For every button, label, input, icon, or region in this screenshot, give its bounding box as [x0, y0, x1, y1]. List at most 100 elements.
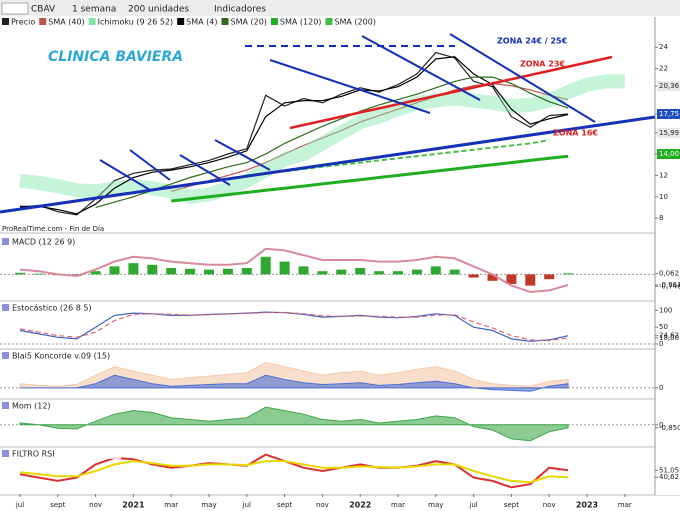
tick-box [657, 108, 680, 119]
line [19, 460, 569, 484]
line [19, 453, 569, 489]
indicators[interactable]: Indicadores [214, 5, 266, 15]
line [19, 311, 569, 342]
y-tick-label: 50 [659, 323, 668, 331]
panel: Blai5 Koncorde v.09 (15) [0, 351, 680, 400]
title-icon [2, 450, 9, 457]
panel-title: Estocástico (26 8 5) [12, 304, 92, 313]
line [20, 56, 569, 215]
units[interactable]: 200 unidades [128, 5, 189, 15]
x-tick-label: mar [391, 501, 405, 509]
y-tick-label: 0,062 [659, 269, 679, 277]
bar [185, 268, 196, 275]
y-tick-label: 15,99 [659, 129, 679, 137]
title-icon [2, 238, 9, 245]
y-tick-label: 8 [659, 214, 663, 222]
bar [411, 269, 422, 275]
legend-entry: SMA (4) [186, 18, 217, 27]
legend-swatch [88, 18, 96, 25]
legend-entry: Ichimoku (9 26 52) [98, 18, 174, 27]
x-tick-label: mar [618, 501, 632, 509]
x-tick-label: sept [50, 501, 65, 509]
toolbar [0, 0, 680, 16]
y-tick-label: 24 [659, 43, 668, 51]
legend-entry: SMA (200) [334, 18, 376, 27]
y-tick-label: 12 [659, 171, 668, 179]
annotation: ZONA 16€ [553, 129, 598, 138]
annotation: ZONA 23€ [520, 60, 565, 69]
area [19, 374, 569, 392]
line [95, 76, 569, 208]
y-tick-label: 18,00 [659, 334, 679, 342]
bar [487, 274, 498, 281]
x-tick-label: 2022 [349, 501, 371, 510]
period[interactable]: 1 semana [72, 5, 116, 15]
y-tick-label: 40,62 [659, 473, 679, 481]
bar [241, 268, 252, 275]
title-bg [1, 449, 121, 459]
line [171, 82, 569, 192]
y-tick-label: 0 [659, 384, 663, 392]
panel-title: FILTRO RSI [12, 450, 55, 459]
bar [355, 268, 366, 275]
panel: Estocástico (26 8 5) [0, 303, 680, 350]
price-axis [655, 17, 680, 495]
bar [430, 266, 441, 275]
y-tick-label: 51,05 [659, 466, 679, 474]
legend-entry: SMA (40) [48, 18, 84, 27]
line [19, 247, 569, 294]
panel: FILTRO RSI [0, 449, 680, 496]
bar [393, 271, 403, 275]
bar [506, 274, 517, 284]
bar [90, 271, 101, 275]
bar [15, 272, 25, 275]
y-tick-label: -0,746 [659, 282, 680, 290]
x-tick-label: may [428, 501, 443, 509]
x-tick-label: nov [316, 501, 329, 509]
tick-box [657, 81, 680, 92]
x-tick-label: sept [277, 501, 292, 509]
symbol[interactable]: CBAV [31, 5, 56, 15]
title-bg [1, 303, 121, 313]
legend-swatch [221, 18, 229, 25]
legend-swatch [2, 18, 9, 25]
x-tick-label: mar [164, 501, 178, 509]
legend-entry: SMA (20) [231, 18, 267, 27]
y-tick-label: -0,661 [659, 281, 680, 289]
bar [260, 256, 271, 275]
bar [449, 269, 460, 275]
bar [317, 271, 328, 275]
area [19, 406, 569, 442]
title-bg [1, 237, 121, 247]
y-tick-label: 14,00 [659, 150, 679, 158]
panel-title: MACD (12 26 9) [12, 238, 75, 247]
title-bg [1, 401, 121, 411]
y-tick-label: 24,62 [659, 332, 679, 340]
legend-entry: SMA (120) [280, 18, 322, 27]
legend-swatch [39, 18, 47, 25]
x-tick-label: 2023 [576, 501, 598, 510]
y-tick-label: 20,36 [659, 82, 680, 90]
y-tick-label: 100 [659, 306, 672, 314]
x-tick-label: sept [504, 501, 519, 509]
chart-title: CLINICA BAVIERA [48, 49, 183, 65]
bar [204, 269, 214, 275]
title-bg [1, 351, 121, 361]
bar [166, 268, 177, 275]
bar [525, 274, 536, 286]
ichimoku-cloud [19, 74, 625, 204]
x-tick-label: nov [543, 501, 556, 509]
panel [0, 51, 680, 234]
bar [468, 274, 479, 278]
tick-box [657, 149, 680, 160]
x-tick-label: jul [468, 501, 477, 509]
legend-entry: Precio [11, 18, 35, 27]
tick-box [657, 127, 680, 138]
bar [222, 268, 233, 275]
annotation: ZONA 24€ / 25€ [497, 37, 568, 46]
x-tick-label: jul [242, 501, 251, 509]
bar [33, 273, 44, 275]
symbol-box[interactable] [1, 2, 29, 15]
panel: MACD (12 26 9) [0, 237, 680, 302]
